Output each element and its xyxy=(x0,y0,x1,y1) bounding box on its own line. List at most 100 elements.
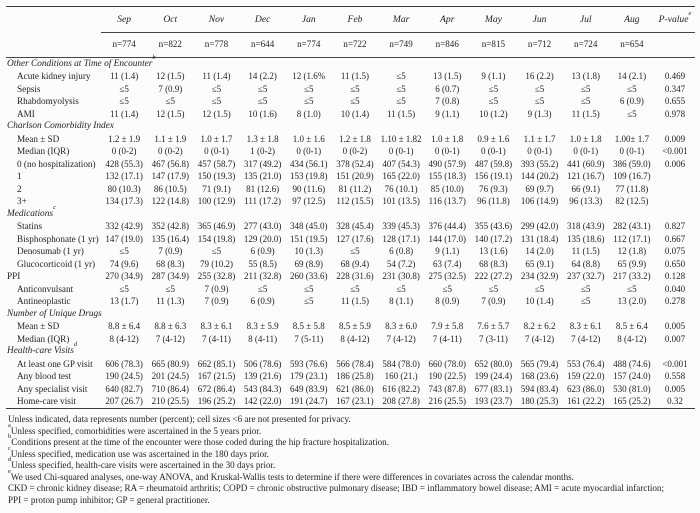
n-count: n=774 xyxy=(285,32,332,58)
data-cell: 150 (19.3) xyxy=(197,171,236,182)
data-cell: 7 (0.8) xyxy=(435,96,460,107)
footnote-line: eWe used Chi-squared analyses, one-way A… xyxy=(8,468,695,484)
data-cell: 9 (1.1) xyxy=(435,246,460,257)
data-cell: 14 (2.1) xyxy=(617,71,647,82)
data-cell: 260 (33.6) xyxy=(290,271,328,282)
data-cell: 677 (83.1) xyxy=(474,383,513,394)
n-count: n=724 xyxy=(562,32,609,58)
data-cell: 8.2 ± 6.2 xyxy=(523,321,556,332)
data-cell: 649 (83.9) xyxy=(290,383,328,394)
data-cell: 275 (32.5) xyxy=(428,271,467,282)
data-cell: 12 (1.5) xyxy=(156,108,185,119)
data-cell: 111 (17.2) xyxy=(244,196,282,207)
section-title: Health-care Visits xyxy=(7,346,74,357)
pvalue-cell: 0.32 xyxy=(667,396,683,407)
data-cell: ≤5 xyxy=(304,83,314,94)
footnote-line: cUnless specified, medication use was as… xyxy=(8,445,695,461)
pvalue-cell: 0.978 xyxy=(664,108,686,119)
footnote-line: CKD = chronic kidney disease; RA = rheum… xyxy=(8,483,695,495)
data-cell: 199 (24.4) xyxy=(474,371,513,382)
pvalue-cell: 0.075 xyxy=(664,246,686,257)
data-cell: ≤5 xyxy=(257,96,268,107)
data-cell: 159 (22.0) xyxy=(566,371,605,382)
data-cell: 428 (55.3) xyxy=(105,158,143,169)
data-cell: 710 (86.4) xyxy=(151,383,190,394)
data-cell: 186 (25.8) xyxy=(336,371,374,382)
data-cell: 8 (4-11) xyxy=(248,333,278,344)
section-header-row: Other Conditions at Time of Encounterb xyxy=(6,54,695,71)
month-header: Dec xyxy=(239,6,286,33)
data-cell: 68 (9.4) xyxy=(340,258,370,269)
data-cell: 255 (32.8) xyxy=(197,271,236,282)
n-count: n=722 xyxy=(331,32,379,58)
row-label: 2 xyxy=(17,183,22,194)
n-count: n=778 xyxy=(193,32,240,58)
data-cell: 234 (32.9) xyxy=(520,271,559,282)
section-header: Number of Unique Drugs xyxy=(6,308,695,321)
footnote-line: Unless indicated, data represents number… xyxy=(8,414,695,426)
footnote-text: Conditions present at the time of the en… xyxy=(11,437,389,447)
table-row: PPI 270 (34.9) 287 (34.9) 255 (32.8) 211 (32… xyxy=(6,271,695,284)
data-cell: 100 (12.9) xyxy=(197,196,236,207)
data-cell: 584 (78.0) xyxy=(382,358,420,369)
data-cell: 106 (14.9) xyxy=(520,196,559,207)
pvalue-cell: 0.128 xyxy=(664,271,686,282)
table-row: AMI 11 (1.4) 12 (1.5) 12 (1.5) 10 (1.6) 8 (1.… xyxy=(6,108,695,121)
data-cell: 328 (45.4) xyxy=(336,221,374,232)
data-cell: 407 (54.3) xyxy=(382,158,420,169)
data-cell: 8.5 ± 5.8 xyxy=(292,321,325,332)
data-cell: ≤5 xyxy=(119,283,129,294)
data-cell: 434 (56.1) xyxy=(290,158,328,169)
data-cell: 7 (0.9) xyxy=(158,246,183,257)
data-cell: 317 (49.2) xyxy=(243,158,282,169)
data-cell: 13 (1.8) xyxy=(571,71,600,82)
month-header: Feb xyxy=(331,6,379,33)
data-cell: ≤5 xyxy=(396,83,406,94)
data-cell: 216 (25.5) xyxy=(428,396,467,407)
data-cell: 7 (0.9) xyxy=(204,283,229,294)
data-cell: 490 (57.9) xyxy=(428,158,467,169)
data-cell: ≤5 xyxy=(119,96,129,107)
data-cell: 11 (1.4) xyxy=(202,71,231,82)
data-cell: 167 (21.5) xyxy=(197,371,236,382)
data-cell: 467 (56.8) xyxy=(151,158,190,169)
data-cell: 8.8 ± 6.4 xyxy=(108,321,141,332)
data-cell: ≤5 xyxy=(534,83,545,94)
pvalue-cell: 0.558 xyxy=(664,371,686,382)
section-title: Number of Unique Drugs xyxy=(7,308,102,319)
data-cell: 339 (45.3) xyxy=(382,221,420,232)
pvalue-cell: 0.650 xyxy=(664,258,686,269)
data-cell: 80 (10.3) xyxy=(107,183,141,194)
corner-cell xyxy=(6,32,102,58)
data-cell: 8 (4-12) xyxy=(617,333,647,344)
data-cell: 7 (5-11) xyxy=(294,333,324,344)
month-header-row: Sep Oct Nov Dec Jan Feb Mar Apr May Jun Jul Aug P-va… xyxy=(6,6,695,33)
data-cell: 65 (9.9) xyxy=(617,258,647,269)
data-cell: 65 (9.1) xyxy=(525,258,554,269)
table-row: Glucocorticoid (1 yr) 74 (9.6) 68 (8.3) 79 … xyxy=(6,258,695,271)
data-cell: 154 (19.8) xyxy=(197,233,236,244)
data-cell: 355 (43.6) xyxy=(474,221,513,232)
data-cell: 180 (25.3) xyxy=(520,396,559,407)
section-footnote-marker: b xyxy=(152,53,156,61)
data-cell: 660 (78.0) xyxy=(428,358,467,369)
data-cell: ≤5 xyxy=(580,83,591,94)
data-cell: 11 (1.5) xyxy=(387,108,416,119)
data-cell: 0 (0-1) xyxy=(434,146,460,157)
data-cell: 116 (13.7) xyxy=(428,196,466,207)
pvalue-cell: 0.005 xyxy=(664,383,686,394)
data-cell: 0.9 ± 1.6 xyxy=(477,133,510,144)
data-cell: 71 (9.1) xyxy=(202,183,231,194)
pvalue-header-label: P-value xyxy=(658,13,689,25)
data-cell: 77 (11.8) xyxy=(615,183,649,194)
data-cell: 566 (78.4) xyxy=(336,358,374,369)
row-label: Sepsis xyxy=(17,83,41,94)
n-count: n=774 xyxy=(101,32,148,58)
data-cell: 79 (10.2) xyxy=(199,258,233,269)
footnote-marker: b xyxy=(8,433,12,441)
table-row: Bisphosphonate (1 yr) 147 (19.0) 135 (16.4… xyxy=(6,233,695,246)
data-cell: 640 (82.7) xyxy=(105,383,143,394)
data-cell: 0 (0-2) xyxy=(111,146,137,157)
data-cell: 222 (27.2) xyxy=(474,271,513,282)
